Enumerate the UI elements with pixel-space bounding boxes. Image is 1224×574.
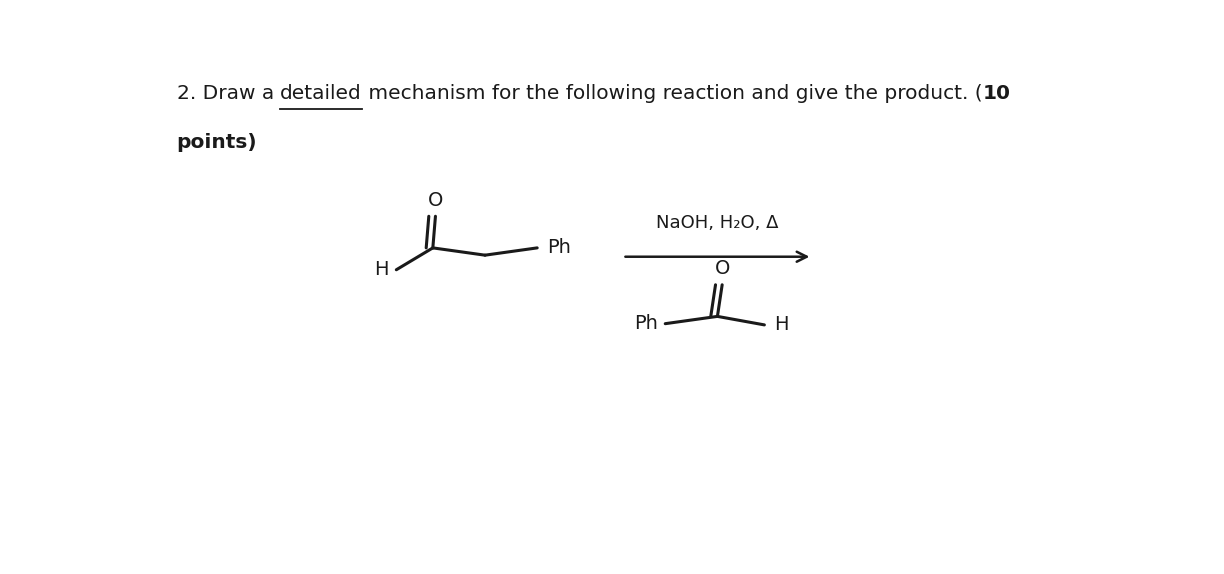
Text: 10: 10	[983, 84, 1011, 103]
Text: NaOH, H₂O, Δ: NaOH, H₂O, Δ	[656, 215, 778, 232]
Text: Ph: Ph	[634, 314, 657, 333]
Text: H: H	[375, 260, 389, 280]
Text: detailed: detailed	[280, 84, 362, 103]
Text: Ph: Ph	[547, 238, 570, 257]
Text: H: H	[774, 315, 788, 335]
Text: points): points)	[176, 133, 257, 152]
Text: O: O	[427, 191, 443, 210]
Text: 2. Draw a: 2. Draw a	[176, 84, 280, 103]
Text: O: O	[715, 259, 730, 278]
Text: mechanism for the following reaction and give the product. (: mechanism for the following reaction and…	[362, 84, 983, 103]
